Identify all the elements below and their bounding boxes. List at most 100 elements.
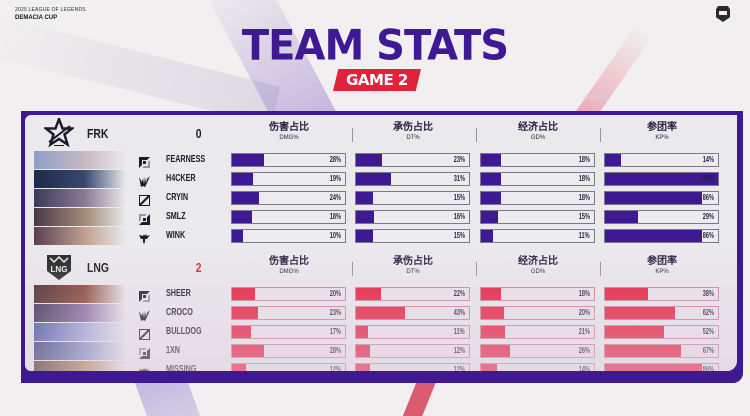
stat-bar-fill xyxy=(481,211,498,223)
stat-value: 19% xyxy=(329,174,341,183)
column-header-zh: 承伤占比 xyxy=(393,256,433,267)
column-header-zh: 参团率 xyxy=(647,256,677,267)
stat-bar-fill xyxy=(481,326,505,338)
stat-bar-fill xyxy=(356,192,373,204)
stat-bar-kp: 86% xyxy=(604,191,719,205)
watermark: VAMOBA xyxy=(582,95,608,101)
stat-bar-fill xyxy=(356,288,381,300)
stat-value: 17% xyxy=(329,327,341,336)
stat-bar-fill xyxy=(232,173,254,185)
stat-bar-fill xyxy=(232,154,264,166)
role-support-icon xyxy=(139,365,150,371)
event-brand: 2025 LEAGUE OF LEGENDS DEMACIA CUP xyxy=(15,7,86,22)
team-score: 0 xyxy=(195,126,202,141)
stat-bar-fill xyxy=(232,211,253,223)
role-jungle-icon xyxy=(139,174,150,187)
stat-bar-fill xyxy=(356,211,375,223)
stat-value: 14% xyxy=(578,365,590,371)
champion-portrait xyxy=(34,304,126,322)
stat-bar-dt: 12% xyxy=(355,363,470,371)
stat-value: 18% xyxy=(578,155,590,164)
stat-bar-kp: 14% xyxy=(604,153,719,167)
player-name: MISSING xyxy=(166,364,197,371)
column-header-gd: 经济占比 GD% xyxy=(480,122,596,142)
stat-bar-kp: 86% xyxy=(604,363,719,371)
stat-value: 100% xyxy=(699,174,714,183)
stat-value: 12% xyxy=(453,346,465,355)
stat-bar-fill xyxy=(605,211,638,223)
stat-value: 15% xyxy=(578,212,590,221)
demacia-cup-logo-icon xyxy=(716,6,730,22)
column-divider xyxy=(476,262,477,276)
stat-bar-gd: 18% xyxy=(480,287,595,301)
brand-line-1: 2025 LEAGUE OF LEGENDS xyxy=(15,7,86,13)
player-name: CRYIN xyxy=(166,192,189,203)
stat-bar-dmg: 19% xyxy=(231,172,346,186)
player-name: BULLDOG xyxy=(166,326,202,337)
role-mid-icon xyxy=(139,327,150,340)
player-row: BULLDOG 17% 11% 21% 52% xyxy=(25,323,737,342)
stat-value: 20% xyxy=(578,308,590,317)
stat-value: 12% xyxy=(453,365,465,371)
stat-bar-dt: 31% xyxy=(355,172,470,186)
stat-bar-fill xyxy=(232,288,255,300)
player-name: SMLZ xyxy=(166,211,186,222)
column-header-zh: 承伤占比 xyxy=(393,122,433,133)
stat-value: 18% xyxy=(578,174,590,183)
stat-bar-kp: 38% xyxy=(604,287,719,301)
column-header-dmg: 伤害占比 DMG% xyxy=(231,256,347,276)
stat-bar-dmg: 23% xyxy=(231,306,346,320)
column-divider xyxy=(352,128,353,142)
stat-value: 38% xyxy=(702,289,714,298)
role-jungle-icon xyxy=(139,308,150,321)
stat-bar-fill xyxy=(605,173,718,185)
stat-bar-fill xyxy=(356,326,369,338)
stat-value: 18% xyxy=(578,193,590,202)
column-header-kp: 参团率 KP% xyxy=(604,122,720,142)
stats-panel: FRK 0 伤害占比 DMG% 承伤占比 DT% 经济占比 GD% 参团率 KP%… xyxy=(21,111,743,383)
stat-bar-fill xyxy=(605,154,621,166)
stat-bar-dt: 23% xyxy=(355,153,470,167)
column-header-zh: 参团率 xyxy=(647,122,677,133)
column-header-zh: 经济占比 xyxy=(518,122,558,133)
stat-value: 52% xyxy=(702,327,714,336)
stat-bar-fill xyxy=(356,154,382,166)
stat-bar-gd: 11% xyxy=(480,229,595,243)
player-name: FEARNESS xyxy=(166,154,206,165)
stat-bar-fill xyxy=(605,345,681,357)
champion-portrait xyxy=(34,170,126,188)
stat-bar-dt: 15% xyxy=(355,191,470,205)
team-block-lng: LNG LNG 2 伤害占比 DMG% 承伤占比 DT% 经济占比 GD% 参团率 … xyxy=(25,249,737,371)
game-badge: GAME 2 xyxy=(333,69,421,91)
stat-value: 23% xyxy=(329,308,341,317)
column-header-en: DMG% xyxy=(279,135,299,141)
stat-bar-fill xyxy=(356,345,370,357)
stat-bar-dmg: 18% xyxy=(231,210,346,224)
stat-bar-gd: 21% xyxy=(480,325,595,339)
player-row: H4CKER 19% 31% 18% 100% xyxy=(25,170,737,189)
stat-bar-fill xyxy=(232,345,264,357)
team-name: FRK xyxy=(87,126,109,141)
column-header-kp: 参团率 KP% xyxy=(604,256,720,276)
stat-bar-fill xyxy=(605,192,703,204)
player-row: SMLZ 18% 16% 15% 29% xyxy=(25,208,737,227)
stat-bar-fill xyxy=(232,192,260,204)
stat-bar-dmg: 17% xyxy=(231,325,346,339)
stat-bar-fill xyxy=(356,173,392,185)
stat-bar-fill xyxy=(481,192,502,204)
player-row: CRYIN 24% 15% 18% 86% xyxy=(25,189,737,208)
stat-value: 86% xyxy=(702,231,714,240)
stat-value: 11% xyxy=(579,231,590,240)
stat-bar-dt: 11% xyxy=(355,325,470,339)
stat-bar-fill xyxy=(232,364,246,371)
column-header-dt: 承伤占比 DT% xyxy=(355,256,471,276)
player-name: SHEER xyxy=(166,288,191,299)
column-header-zh: 经济占比 xyxy=(518,256,558,267)
team-score: 2 xyxy=(195,260,202,275)
column-header-en: DT% xyxy=(406,135,420,141)
column-header-zh: 伤害占比 xyxy=(269,256,309,267)
champion-portrait xyxy=(34,208,126,226)
champion-portrait xyxy=(34,361,126,371)
stats-panel-inner: FRK 0 伤害占比 DMG% 承伤占比 DT% 经济占比 GD% 参团率 KP%… xyxy=(25,115,737,371)
column-header-en: KP% xyxy=(655,135,669,141)
